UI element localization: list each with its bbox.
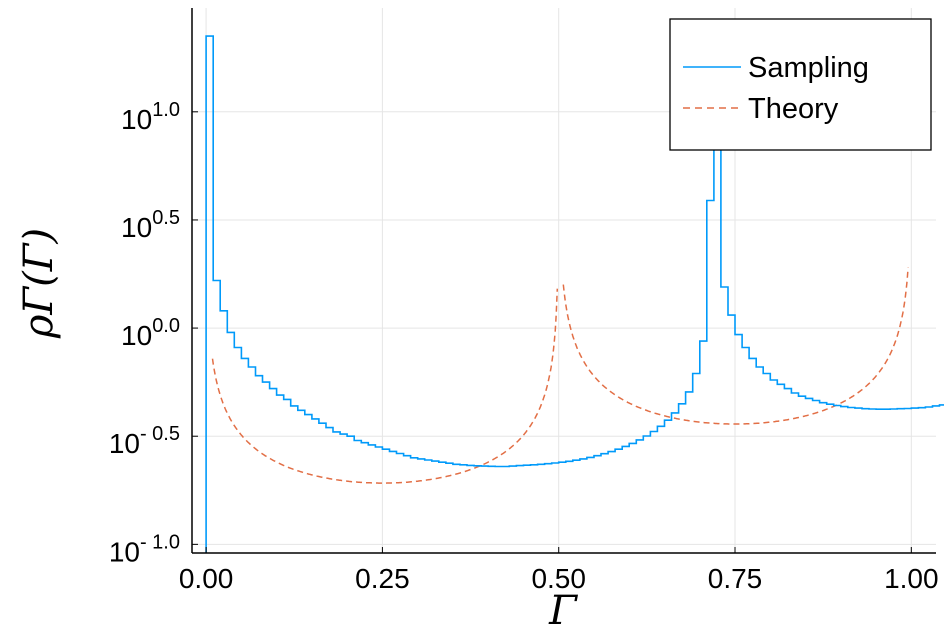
theory-line-left [211, 288, 559, 484]
legend-label-theory: Theory [748, 93, 839, 125]
x-tick-label-1: 0.25 [355, 563, 410, 594]
series-sampling [205, 35, 944, 553]
y-tick-labels: 10- 1.0 10- 0.5 100.0 100.5 101.0 [109, 99, 180, 568]
x-tick-label-2: 0.50 [531, 563, 586, 594]
axes [191, 8, 936, 554]
x-tick-label-0: 0.00 [179, 563, 234, 594]
x-tick-label-3: 0.75 [708, 563, 763, 594]
legend-box [669, 18, 932, 151]
y-tick-label-3: 100.5 [121, 207, 180, 243]
x-tick-label-4: 1.00 [884, 563, 939, 594]
y-tick-label-0: 10- 1.0 [109, 531, 180, 567]
legend-label-sampling: Sampling [748, 52, 869, 84]
y-tick-label-4: 101.0 [121, 99, 180, 135]
theory-line-right [562, 267, 909, 425]
series-theory [211, 267, 909, 484]
x-axis-label: Γ [548, 588, 578, 630]
y-tick-label-1: 10- 0.5 [109, 423, 180, 459]
legend: Sampling Theory [669, 18, 932, 151]
y-axis-label: ρΓ(Γ) [16, 228, 62, 339]
y-tick-label-2: 100.0 [121, 315, 180, 351]
x-tick-labels: 0.00 0.25 0.50 0.75 1.00 [179, 563, 939, 594]
sampling-step-line [205, 35, 944, 553]
